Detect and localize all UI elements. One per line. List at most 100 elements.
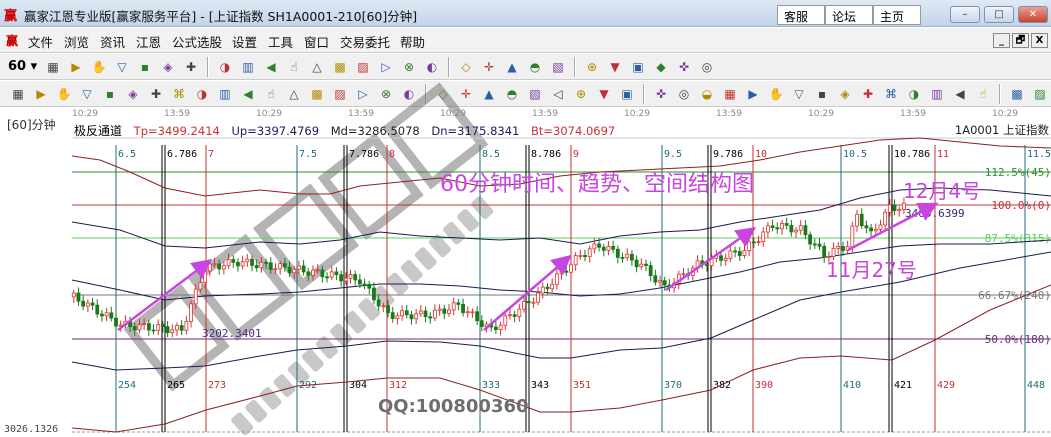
hand-icon[interactable]: ◇ bbox=[461, 59, 471, 74]
f-fan-icon[interactable]: ⌘ bbox=[885, 86, 897, 101]
ying-icon[interactable]: ⊗ bbox=[380, 86, 392, 101]
cycle-icon[interactable]: ▧ bbox=[552, 59, 564, 74]
more-icon[interactable]: ◐ bbox=[403, 86, 415, 101]
n2-icon[interactable]: ▥ bbox=[219, 86, 231, 101]
pencil-icon[interactable]: ✚ bbox=[150, 86, 162, 101]
calendar-icon[interactable]: ⊕ bbox=[586, 59, 598, 74]
layout2-icon[interactable]: ▨ bbox=[1034, 86, 1046, 101]
forum-link[interactable]: 论坛 bbox=[825, 5, 873, 25]
nav-left-icon[interactable]: △ bbox=[312, 59, 322, 74]
print-icon[interactable]: ✜ bbox=[678, 59, 690, 74]
zoom-in-icon[interactable]: ▷ bbox=[381, 59, 391, 74]
layout1-icon[interactable]: ▩ bbox=[1011, 86, 1023, 101]
mdi-close-button[interactable]: X bbox=[1031, 33, 1048, 48]
candle-body bbox=[465, 311, 470, 314]
gold-coin-icon[interactable]: ▶ bbox=[748, 86, 758, 101]
candle-body bbox=[597, 243, 601, 248]
menu-window[interactable]: 窗口 bbox=[304, 35, 330, 50]
close-button[interactable]: ✕ bbox=[1018, 6, 1048, 23]
parallel-icon[interactable]: ▣ bbox=[621, 86, 633, 101]
j-fan-icon[interactable]: ✚ bbox=[862, 86, 874, 101]
gold-grid-icon[interactable]: ✋ bbox=[56, 86, 72, 101]
gold-fan-icon[interactable]: ◑ bbox=[908, 86, 920, 101]
mdi-restore-button[interactable]: 🗗 bbox=[1012, 33, 1029, 48]
crosshair-icon[interactable]: ✛ bbox=[483, 59, 495, 74]
save-icon[interactable]: ◆ bbox=[656, 59, 666, 74]
maximize-button[interactable]: □ bbox=[984, 6, 1014, 23]
gold-box-icon[interactable]: ◈ bbox=[840, 86, 850, 101]
angle-icon[interactable]: ▧ bbox=[529, 86, 541, 101]
percent-icon[interactable]: ◒ bbox=[701, 86, 713, 101]
calculator-icon[interactable]: ▼ bbox=[610, 59, 620, 74]
next-icon[interactable]: ☝ bbox=[290, 59, 298, 74]
channel-curve bbox=[71, 239, 1051, 301]
menu-settings[interactable]: 设置 bbox=[232, 35, 258, 50]
spiral-icon[interactable]: ◈ bbox=[128, 86, 138, 101]
mdi-minimize-button[interactable]: _ bbox=[993, 33, 1010, 48]
notes-icon[interactable]: ▣ bbox=[632, 59, 644, 74]
shen-icon[interactable]: ▷ bbox=[358, 86, 368, 101]
menu-news[interactable]: 资讯 bbox=[100, 35, 126, 50]
f-grid-icon[interactable]: ▪ bbox=[105, 86, 115, 101]
chart-mode-icon[interactable]: ▦ bbox=[47, 59, 59, 74]
gann-icon[interactable]: ◈ bbox=[163, 59, 173, 74]
ruler-icon[interactable]: ✜ bbox=[655, 86, 667, 101]
menu-trade[interactable]: 交易委托 bbox=[340, 35, 391, 50]
menu-formula[interactable]: 公式选股 bbox=[172, 35, 223, 50]
bars-icon[interactable]: ◑ bbox=[196, 86, 208, 101]
wave-icon[interactable]: ▪ bbox=[817, 86, 827, 101]
triangle-icon[interactable]: ◀ bbox=[243, 86, 253, 101]
four-fan-icon[interactable]: ☝ bbox=[979, 86, 987, 101]
grid-box2-icon[interactable]: ▼ bbox=[599, 86, 609, 101]
last-bar-icon[interactable]: ▥ bbox=[242, 59, 254, 74]
ying-fan-icon[interactable]: ◀ bbox=[955, 86, 965, 101]
grid-box-icon[interactable]: ⊕ bbox=[575, 86, 587, 101]
menu-tools[interactable]: 工具 bbox=[268, 35, 294, 50]
menu-file[interactable]: 文件 bbox=[28, 35, 54, 50]
pen-icon[interactable]: ▦ bbox=[12, 86, 24, 101]
nav-right-icon[interactable]: ▩ bbox=[334, 59, 346, 74]
candle-type-icon[interactable]: ▪ bbox=[140, 59, 150, 74]
list-icon[interactable]: ▶ bbox=[71, 59, 81, 74]
candle-body bbox=[892, 204, 897, 212]
fan-icon[interactable]: ✛ bbox=[460, 86, 472, 101]
speed-fan-icon[interactable]: ▥ bbox=[931, 86, 943, 101]
first-bar-icon[interactable]: ◑ bbox=[219, 59, 231, 74]
hatch2-icon[interactable]: ◓ bbox=[506, 86, 518, 101]
zoom-out-icon[interactable]: ⊗ bbox=[403, 59, 415, 74]
homepage-link[interactable]: 主页 bbox=[873, 5, 921, 25]
expand-icon[interactable]: ◐ bbox=[426, 59, 438, 74]
tree-icon[interactable]: ▽ bbox=[794, 86, 804, 101]
candle-body bbox=[278, 263, 283, 270]
menu-browse[interactable]: 浏览 bbox=[64, 35, 90, 50]
quote-icon[interactable]: ▨ bbox=[334, 86, 346, 101]
candle-body bbox=[142, 323, 147, 326]
percent-lines-icon[interactable]: ▦ bbox=[724, 86, 736, 101]
box-icon[interactable]: ◇ bbox=[438, 86, 448, 101]
percent-z-icon[interactable]: ◎ bbox=[678, 86, 690, 101]
menu-gann[interactable]: 江恩 bbox=[136, 35, 162, 50]
customer-service-link[interactable]: 客服 bbox=[777, 5, 825, 25]
gold-grid2-icon[interactable]: ▽ bbox=[82, 86, 92, 101]
target-icon[interactable]: ☝ bbox=[267, 86, 275, 101]
section-icon[interactable]: ◓ bbox=[529, 59, 541, 74]
circle-icon[interactable]: ⌘ bbox=[173, 86, 185, 101]
gold-lines-icon[interactable]: ✋ bbox=[768, 86, 784, 101]
star-icon[interactable]: △ bbox=[289, 86, 299, 101]
draw-line-icon[interactable]: ▲ bbox=[507, 59, 517, 74]
prev-icon[interactable]: ◀ bbox=[266, 59, 276, 74]
menu-help[interactable]: 帮助 bbox=[400, 35, 426, 50]
grid-icon[interactable]: ▶ bbox=[36, 86, 46, 101]
flag-icon[interactable]: ✚ bbox=[185, 59, 197, 74]
nav-lr-icon[interactable]: ▨ bbox=[357, 59, 369, 74]
hatch-icon[interactable]: ▲ bbox=[484, 86, 494, 101]
bars3-icon[interactable]: ✋ bbox=[91, 59, 107, 74]
zigzag-icon[interactable]: ◁ bbox=[553, 86, 563, 101]
export-icon[interactable]: ◎ bbox=[701, 59, 713, 74]
period-selector[interactable]: 60 ▾ bbox=[8, 59, 38, 74]
square-icon[interactable]: ▩ bbox=[311, 86, 323, 101]
bars9-icon[interactable]: ▽ bbox=[117, 59, 127, 74]
watermark-url-shape bbox=[457, 209, 480, 232]
minimize-button[interactable]: – bbox=[950, 6, 980, 23]
